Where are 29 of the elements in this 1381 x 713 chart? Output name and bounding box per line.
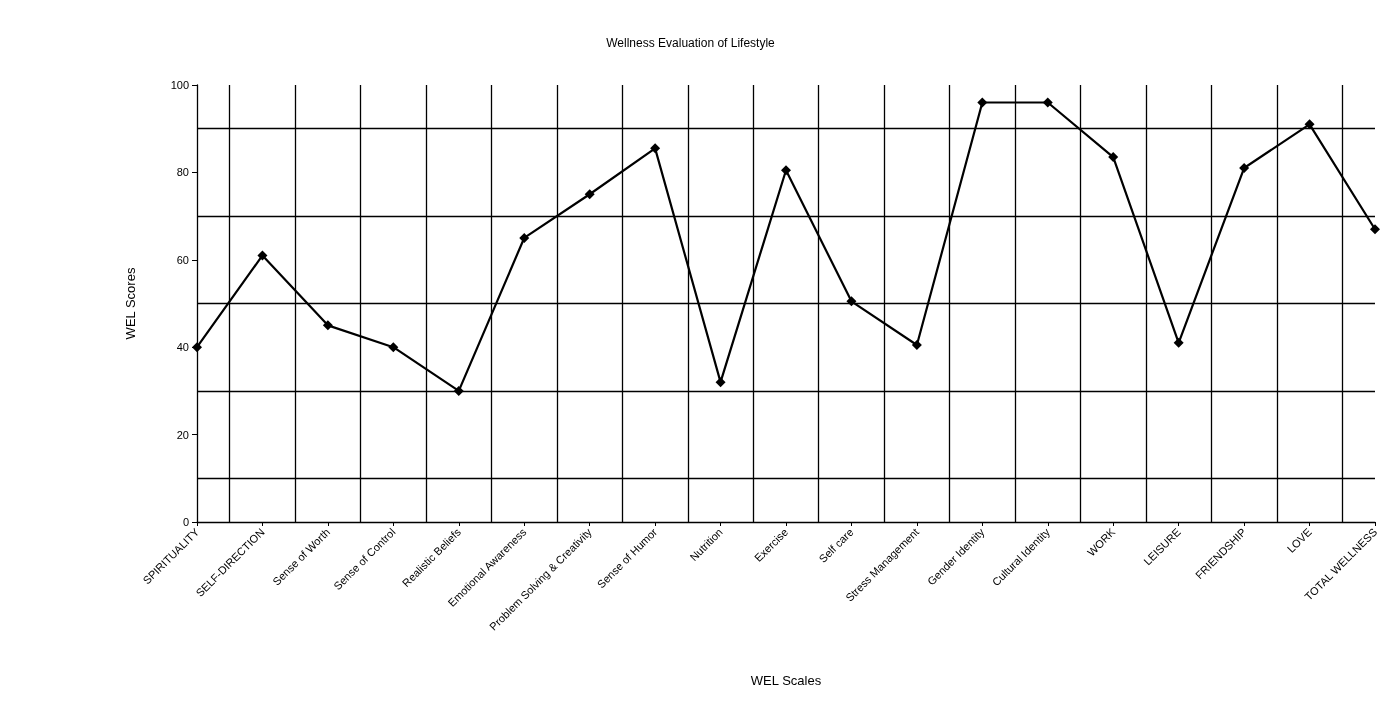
point — [977, 97, 988, 108]
point — [322, 320, 333, 331]
point — [1304, 119, 1315, 130]
y-tick-label: 40 — [176, 341, 189, 354]
chart-title: Wellness Evaluation of Lifestyle — [606, 36, 776, 50]
point — [780, 165, 791, 176]
point — [846, 296, 857, 307]
point — [1042, 97, 1053, 108]
y-tick-label: 100 — [170, 79, 189, 91]
point — [911, 340, 922, 351]
y-tick-label: 20 — [176, 428, 189, 441]
point — [519, 232, 530, 243]
x-axis-title: WEL Scales — [750, 673, 822, 688]
y-tick-label: 0 — [182, 516, 189, 528]
point — [650, 143, 661, 154]
point — [453, 385, 464, 396]
point — [1173, 337, 1184, 348]
point — [257, 250, 268, 261]
point — [584, 189, 595, 200]
point — [192, 342, 202, 353]
y-tick-label: 60 — [176, 253, 189, 266]
point — [1108, 152, 1119, 163]
y-axis-title: WEL Scores — [123, 267, 138, 340]
x-tick-label: Self care — [816, 525, 856, 565]
point — [1369, 224, 1380, 235]
y-tick-label: 80 — [176, 166, 189, 179]
point — [715, 377, 726, 388]
point — [388, 342, 399, 353]
point — [1239, 163, 1250, 174]
